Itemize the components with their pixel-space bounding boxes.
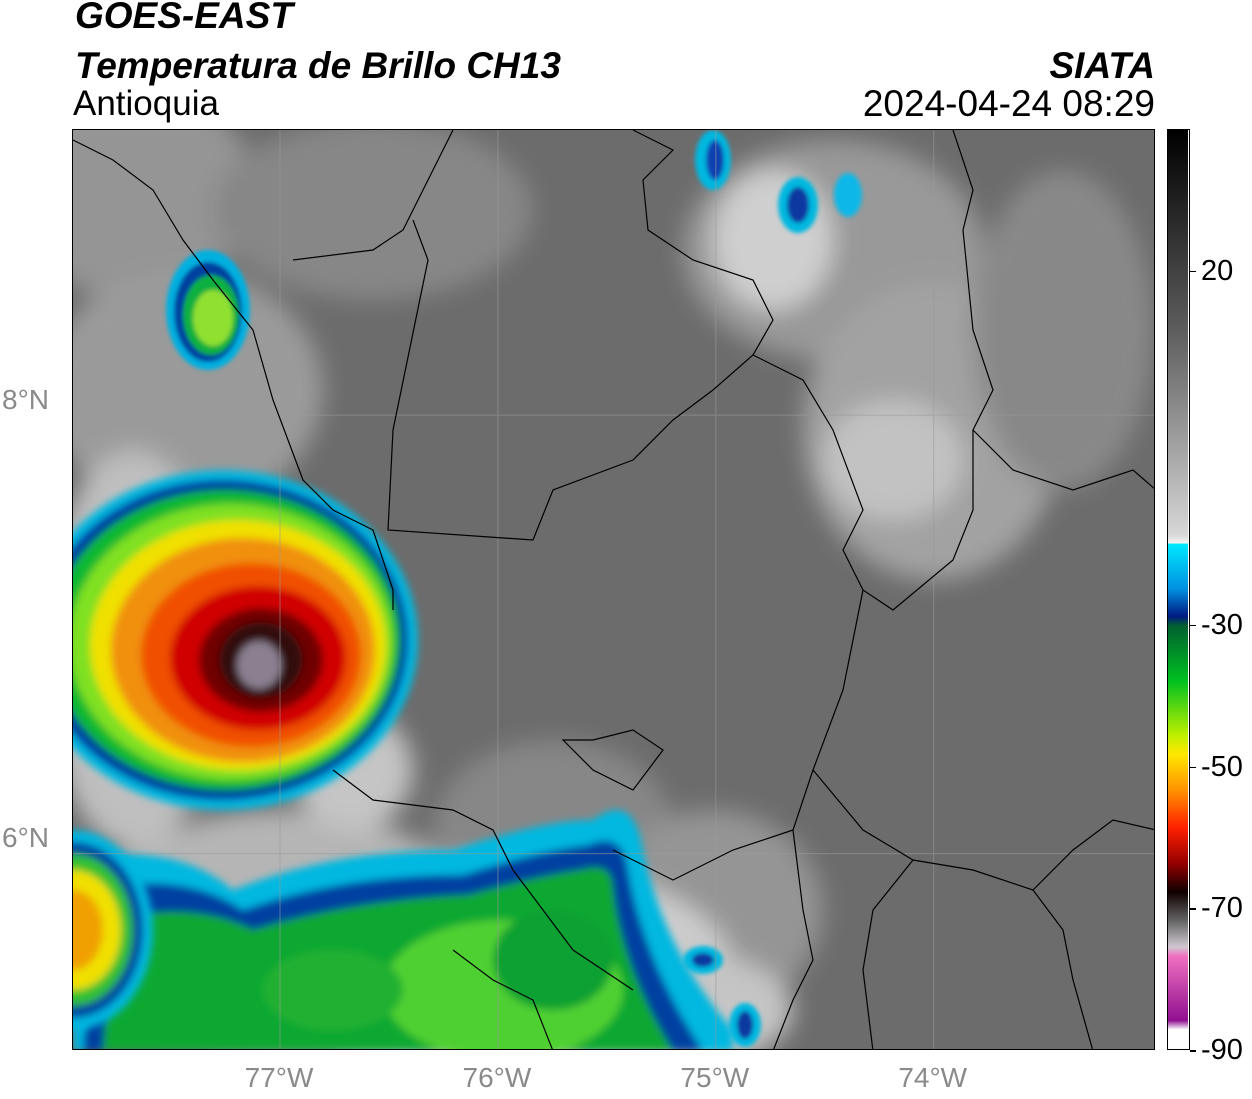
nw-storm xyxy=(166,250,250,370)
lon-label-76w: 76°W xyxy=(462,1062,532,1093)
colorbar-tick xyxy=(1190,270,1196,273)
satellite-map[interactable] xyxy=(72,129,1155,1050)
colorbar-tick xyxy=(1190,908,1196,910)
sw-storm xyxy=(73,830,153,1030)
colorbar xyxy=(1167,129,1190,1050)
product-title: Temperatura de Brillo CH13 xyxy=(75,45,561,86)
region-label: Antioquia xyxy=(73,84,219,123)
lat-label-6n: 6°N xyxy=(2,822,49,853)
colorbar-tick xyxy=(1190,1050,1196,1052)
colorbar-label: -90 xyxy=(1201,1034,1243,1066)
colorbar-label: 20 xyxy=(1201,254,1234,287)
lon-label-77w: 77°W xyxy=(244,1062,314,1093)
lat-label-8n: 8°N xyxy=(2,384,49,415)
colorbar-tick xyxy=(1190,766,1196,769)
colorbar-tick xyxy=(1190,624,1196,627)
colorbar-label: -70 xyxy=(1201,892,1243,925)
main-storm xyxy=(73,470,418,810)
org-label: SIATA xyxy=(1049,45,1155,86)
satellite-title: GOES-EAST xyxy=(75,0,293,36)
south-storm xyxy=(73,810,733,1049)
lon-label-74w: 74°W xyxy=(898,1062,968,1093)
colorbar-label: -30 xyxy=(1201,608,1243,641)
political-borders xyxy=(73,130,1154,1049)
small-cold-cells xyxy=(683,130,862,1047)
colorbar-label: -50 xyxy=(1201,750,1243,783)
map-layer xyxy=(73,130,1154,1049)
timestamp-label: 2024-04-24 08:29 xyxy=(862,83,1155,124)
gridlines xyxy=(73,130,1154,1049)
colorbar-gradient xyxy=(1168,130,1188,1048)
lon-label-75w: 75°W xyxy=(680,1062,750,1093)
